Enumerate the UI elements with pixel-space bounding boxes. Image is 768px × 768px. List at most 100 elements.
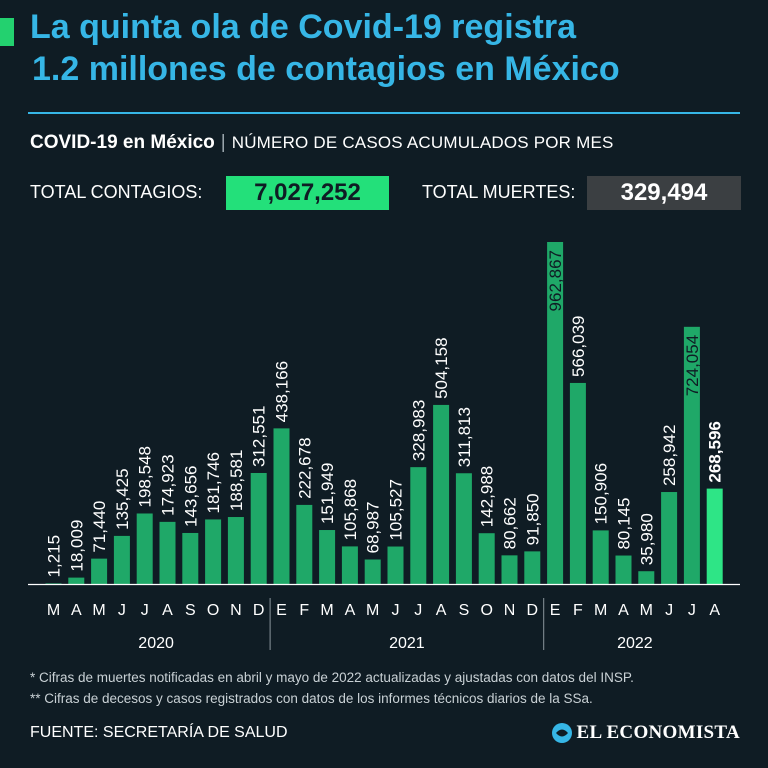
bar <box>524 551 541 584</box>
bar-value-label: 504,158 <box>432 337 451 398</box>
bar-value-label: 328,983 <box>409 400 428 461</box>
bar <box>615 555 632 584</box>
footnote-2: ** Cifras de decesos y casos registrados… <box>30 691 593 706</box>
bar-value-label: 962,867 <box>546 250 565 311</box>
month-tick-label: M <box>92 602 105 619</box>
total-muertes-value: 329,494 <box>587 176 741 210</box>
month-tick-label: E <box>276 602 287 619</box>
month-tick-label: A <box>345 602 356 619</box>
title-line-1: La quinta ola de Covid-19 registra <box>30 8 577 46</box>
bar-value-label: 198,548 <box>136 446 155 507</box>
bar-value-label: 80,662 <box>501 497 520 549</box>
bar-value-label: 311,813 <box>455 407 474 467</box>
bar <box>638 571 655 584</box>
total-contagios-value: 7,027,252 <box>226 176 389 210</box>
bar <box>227 517 244 584</box>
bar <box>296 504 313 584</box>
bar <box>136 513 153 584</box>
bar-value-label: 268,596 <box>706 421 725 482</box>
year-label: 2022 <box>617 635 653 652</box>
bar <box>455 473 472 584</box>
bar <box>706 488 723 584</box>
bar <box>387 546 404 584</box>
month-tick-label: A <box>162 602 173 619</box>
month-tick-label: E <box>550 602 561 619</box>
month-tick-label: O <box>207 602 219 619</box>
accent-bar <box>0 18 14 46</box>
bar-value-label: 188,581 <box>227 450 246 511</box>
year-label: 2020 <box>138 635 174 652</box>
bar <box>250 472 267 584</box>
month-tick-label: M <box>366 602 379 619</box>
bar-value-label: 174,923 <box>159 454 178 515</box>
bar <box>547 242 564 584</box>
month-tick-label: A <box>709 602 720 619</box>
title-divider <box>28 112 740 114</box>
bar <box>661 492 678 584</box>
total-contagios-label: TOTAL CONTAGIOS: <box>30 182 203 202</box>
month-tick-label: N <box>504 602 516 619</box>
bar-value-label: 105,868 <box>341 479 360 540</box>
bar-value-label: 151,949 <box>318 463 337 524</box>
bar-value-label: 68,987 <box>364 501 383 553</box>
subtitle: COVID-19 en México | NÚMERO DE CASOS ACUMU… <box>30 132 614 154</box>
bar-value-label: 181,746 <box>204 452 223 513</box>
bar-value-label: 258,942 <box>660 425 679 486</box>
month-tick-label: O <box>480 602 492 619</box>
page-title: La quinta ola de Covid-19 registra 1.2 m… <box>30 6 760 90</box>
bar-value-label: 80,145 <box>615 498 634 550</box>
bar-value-label: 566,039 <box>569 315 588 376</box>
bar-value-label: 18,009 <box>67 520 86 572</box>
bar <box>433 404 450 584</box>
source-text: FUENTE: SECRETARÍA DE SALUD <box>30 724 288 741</box>
bar <box>364 559 381 584</box>
bar-value-label: 142,988 <box>478 466 497 527</box>
bar-value-label: 105,527 <box>387 479 406 540</box>
bar <box>159 521 176 584</box>
total-muertes-label: TOTAL MUERTES: <box>422 182 576 202</box>
title-line-2: 1.2 millones de contagios en México <box>32 50 620 88</box>
bar <box>45 583 62 584</box>
month-tick-label: J <box>118 602 126 619</box>
bar <box>68 577 85 584</box>
bar <box>683 326 700 584</box>
month-tick-label: J <box>414 602 422 619</box>
month-tick-label: J <box>688 602 696 619</box>
bar-value-label: 35,980 <box>637 513 656 565</box>
bar-value-label: 135,425 <box>113 468 132 529</box>
bar <box>569 382 586 584</box>
bar-value-label: 150,906 <box>592 463 611 524</box>
month-tick-label: A <box>436 602 447 619</box>
bar <box>91 558 108 584</box>
bar-value-label: 71,440 <box>90 501 109 553</box>
logo-mark-icon <box>551 723 572 743</box>
bar-value-label: 438,166 <box>273 361 292 422</box>
bar-value-label: 143,656 <box>181 466 200 527</box>
month-tick-label: J <box>392 602 400 619</box>
month-tick-label: D <box>253 602 265 619</box>
bar <box>341 546 358 584</box>
subtitle-description: NÚMERO DE CASOS ACUMULADOS POR MES <box>231 133 614 152</box>
subtitle-topic: COVID-19 en México <box>30 132 215 153</box>
bar-value-label: 312,551 <box>250 406 269 467</box>
bar-value-label: 724,054 <box>683 335 702 396</box>
bar <box>319 530 336 584</box>
month-tick-label: A <box>71 602 82 619</box>
bar <box>182 532 199 584</box>
bar <box>592 530 609 584</box>
bar <box>205 519 222 584</box>
month-tick-label: J <box>665 602 673 619</box>
month-tick-label: M <box>594 602 607 619</box>
month-tick-label: F <box>573 602 583 619</box>
subtitle-separator: | <box>220 132 226 153</box>
bar <box>410 467 427 584</box>
bar <box>478 533 495 584</box>
month-tick-label: M <box>47 602 60 619</box>
bar-value-label: 91,850 <box>523 493 542 545</box>
bar-value-label: 1,215 <box>45 535 64 578</box>
month-tick-label: J <box>141 602 149 619</box>
month-tick-label: A <box>618 602 629 619</box>
logo-text: EL ECONOMISTA <box>576 722 740 743</box>
el-economista-logo: EL ECONOMISTA <box>551 722 741 744</box>
